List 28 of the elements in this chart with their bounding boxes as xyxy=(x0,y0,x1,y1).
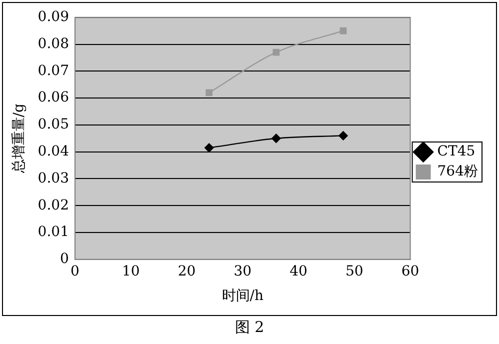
legend-label: 764粉 xyxy=(437,164,478,180)
x-tick-label: 50 xyxy=(345,263,364,280)
point xyxy=(272,134,281,143)
x-tick-label: 10 xyxy=(122,263,140,280)
point xyxy=(204,143,214,152)
x-tick-label: 0 xyxy=(70,263,80,280)
point xyxy=(272,48,280,56)
caption: 图 2 xyxy=(234,318,266,337)
legend-label: CT45 xyxy=(437,144,476,160)
x-tick-label: 30 xyxy=(234,263,252,280)
y-tick-label: 0.08 xyxy=(38,36,69,52)
y-tick-label: 0.03 xyxy=(38,170,69,186)
x-tick-label: 40 xyxy=(290,263,308,280)
point xyxy=(206,89,213,96)
y-tick-label: 0 xyxy=(60,251,69,268)
y-axis-title: 总增重量/g xyxy=(11,104,28,174)
y-tick-label: 0.02 xyxy=(38,197,69,214)
point xyxy=(338,131,348,140)
y-tick-label: 0.01 xyxy=(38,224,69,240)
y-tick-label: 0.07 xyxy=(38,62,69,79)
y-tick-label: 0.06 xyxy=(38,90,70,106)
point xyxy=(340,27,347,34)
x-axis-title: 时间/h xyxy=(222,288,264,304)
y-tick-label: 0.04 xyxy=(38,143,70,160)
x-tick-label: 20 xyxy=(178,263,196,280)
y-tick-label: 0.09 xyxy=(38,9,69,26)
y-tick-label: 0.05 xyxy=(38,116,69,133)
x-tick-label: 60 xyxy=(401,263,420,280)
